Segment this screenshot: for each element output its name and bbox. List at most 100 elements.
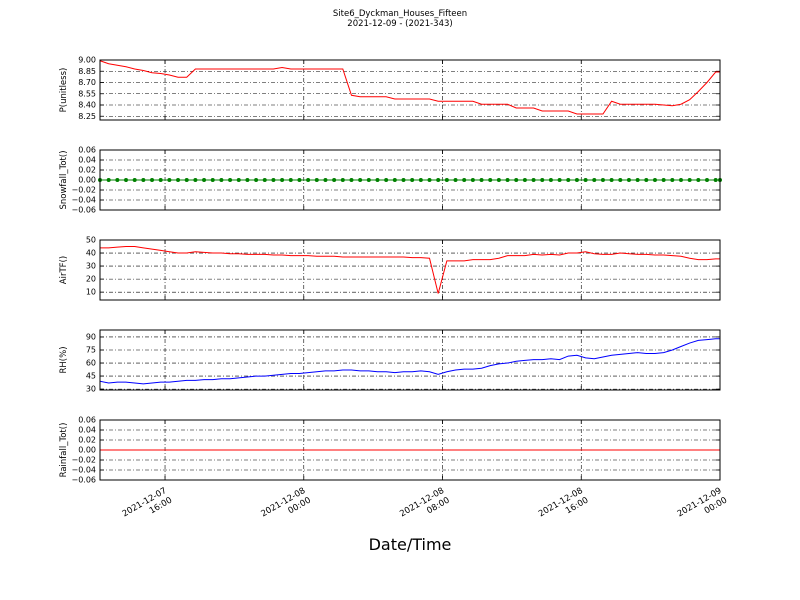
x-axis-label: Date/Time xyxy=(369,535,452,554)
y-tick-label: 0.06 xyxy=(78,416,96,425)
data-point xyxy=(288,178,293,182)
data-point xyxy=(609,178,614,182)
data-point xyxy=(167,178,172,182)
data-point xyxy=(418,178,423,182)
y-tick-label: 30 xyxy=(86,262,96,271)
data-point xyxy=(531,178,536,182)
y-tick-label: 0.06 xyxy=(78,146,96,155)
data-point xyxy=(540,178,545,182)
y-tick-label: 60 xyxy=(86,359,96,368)
data-point xyxy=(340,178,345,182)
y-tick-label: 40 xyxy=(86,249,96,258)
data-point xyxy=(349,178,354,182)
y-tick-label: 8.55 xyxy=(78,89,96,98)
x-tick-label: 2021-12-0716:00 xyxy=(121,486,174,529)
y-tick-label: −0.04 xyxy=(71,466,96,475)
x-tick-label: 2021-12-0808:00 xyxy=(398,486,451,529)
data-point xyxy=(644,178,649,182)
y-tick-label: 0.02 xyxy=(78,166,96,175)
data-point xyxy=(106,178,111,182)
data-point xyxy=(678,178,683,182)
data-point xyxy=(158,178,163,182)
data-point xyxy=(574,178,579,182)
data-point xyxy=(132,178,137,182)
x-tick-group: 2021-12-0900:00 xyxy=(676,486,729,529)
data-point xyxy=(444,178,449,182)
data-point xyxy=(210,178,215,182)
data-point xyxy=(522,178,527,182)
plot-frame xyxy=(99,59,721,121)
y-tick-label: −0.02 xyxy=(71,456,96,465)
plot-frame xyxy=(99,419,721,481)
y-tick-label: 8.25 xyxy=(78,112,96,121)
y-tick-label: 0.04 xyxy=(78,156,96,165)
y-tick-label: 30 xyxy=(86,385,96,394)
data-point xyxy=(670,178,675,182)
x-tick-group: 2021-12-0716:00 xyxy=(121,486,174,529)
y-tick-label: 8.40 xyxy=(78,101,96,110)
data-point xyxy=(514,178,519,182)
data-point xyxy=(626,178,631,182)
data-point xyxy=(176,178,181,182)
data-point xyxy=(635,178,640,182)
y-axis-label: Snowfall_Tot() xyxy=(59,150,69,209)
y-tick-label: 10 xyxy=(86,288,96,297)
data-point xyxy=(384,178,389,182)
data-point xyxy=(696,178,701,182)
data-point xyxy=(193,178,198,182)
data-point xyxy=(548,178,553,182)
data-point xyxy=(488,178,493,182)
data-point xyxy=(704,178,709,182)
y-tick-label: −0.06 xyxy=(71,476,96,485)
data-point xyxy=(366,178,371,182)
x-tick-group: 2021-12-0816:00 xyxy=(537,486,590,529)
data-point xyxy=(280,178,285,182)
data-point xyxy=(392,178,397,182)
data-point xyxy=(375,178,380,182)
x-tick-group: 2021-12-0808:00 xyxy=(398,486,451,529)
data-point xyxy=(592,178,597,182)
data-line xyxy=(100,246,720,294)
y-tick-label: 50 xyxy=(86,236,96,245)
data-point xyxy=(115,178,120,182)
data-point xyxy=(496,178,501,182)
data-point xyxy=(436,178,441,182)
data-point xyxy=(297,178,302,182)
y-axis-label: RH(%) xyxy=(59,346,69,373)
y-tick-label: 0.04 xyxy=(78,426,96,435)
data-point xyxy=(245,178,250,182)
data-line xyxy=(99,60,720,115)
x-tick-group: 2021-12-0800:00 xyxy=(259,486,312,519)
y-tick-label: 0.00 xyxy=(78,446,96,455)
y-tick-label: 0.02 xyxy=(78,436,96,445)
x-tick-label: 2021-12-0816:00 xyxy=(537,486,590,529)
y-tick-label: 90 xyxy=(86,332,96,341)
y-tick-label: −0.02 xyxy=(71,186,96,195)
data-point xyxy=(141,178,146,182)
y-tick-label: 9.00 xyxy=(78,56,96,65)
data-point xyxy=(202,178,207,182)
data-point xyxy=(713,178,718,182)
data-point xyxy=(262,178,267,182)
y-tick-label: −0.06 xyxy=(71,206,96,215)
y-tick-label: 20 xyxy=(86,275,96,284)
y-axis-label: Rainfall_Tot() xyxy=(59,423,69,478)
x-tick-label: 2021-12-0900:00 xyxy=(676,486,729,529)
chart-title: Site6_Dyckman_Houses_Fifteen xyxy=(333,9,467,19)
y-tick-label: 8.85 xyxy=(78,67,96,76)
data-point xyxy=(583,178,588,182)
data-point xyxy=(566,178,571,182)
data-point xyxy=(228,178,233,182)
data-point xyxy=(479,178,484,182)
data-point xyxy=(557,178,562,182)
data-point xyxy=(358,178,363,182)
y-tick-label: 8.70 xyxy=(78,78,96,87)
data-point xyxy=(652,178,657,182)
data-line xyxy=(99,338,720,385)
data-point xyxy=(462,178,467,182)
data-point xyxy=(687,178,692,182)
data-point xyxy=(332,178,337,182)
data-point xyxy=(314,178,319,182)
data-point xyxy=(150,178,155,182)
